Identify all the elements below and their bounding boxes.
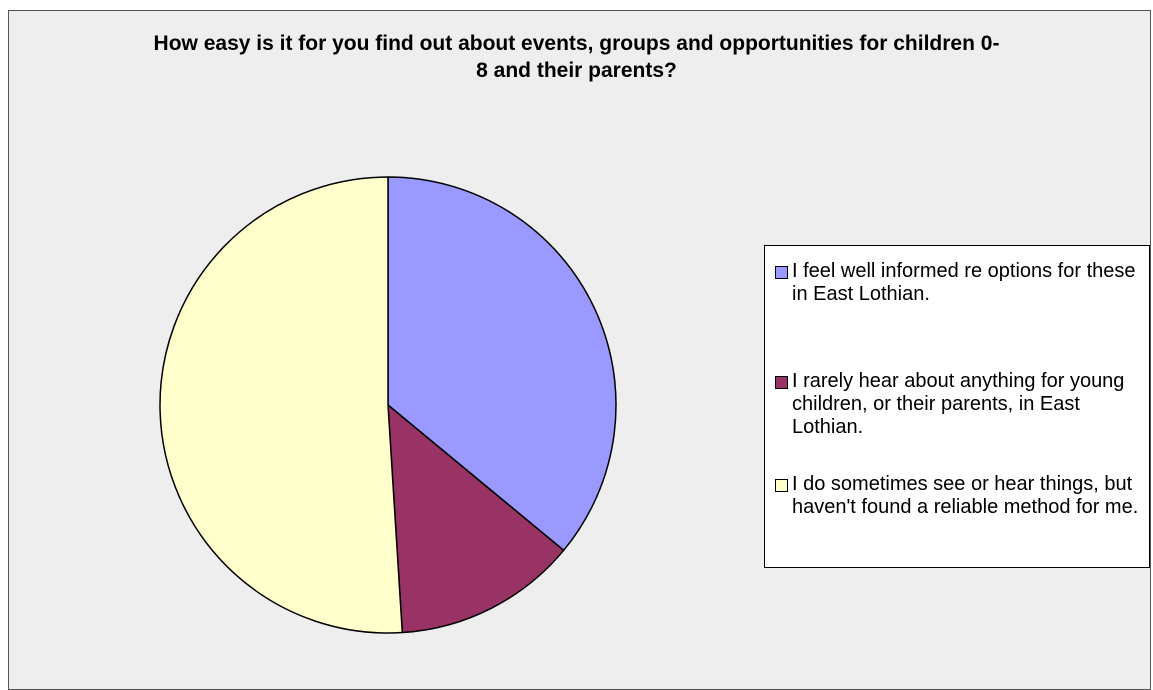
legend-swatch — [775, 266, 788, 279]
chart-legend: I feel well informed re options for thes… — [764, 245, 1150, 568]
legend-label: I feel well informed re options for thes… — [792, 260, 1136, 305]
pie-slice — [387, 404, 565, 634]
pie-slice — [159, 176, 404, 634]
legend-item: I rarely hear about anything for young c… — [775, 370, 1141, 439]
legend-item: I feel well informed re options for thes… — [775, 260, 1141, 306]
pie-slice — [387, 176, 617, 552]
chart-title: How easy is it for you find out about ev… — [153, 32, 1000, 82]
legend-label: I do sometimes see or hear things, but h… — [792, 473, 1139, 518]
legend-item: I do sometimes see or hear things, but h… — [775, 473, 1141, 519]
legend-swatch — [775, 376, 788, 389]
legend-label: I rarely hear about anything for young c… — [792, 370, 1125, 438]
legend-swatch — [775, 479, 788, 492]
